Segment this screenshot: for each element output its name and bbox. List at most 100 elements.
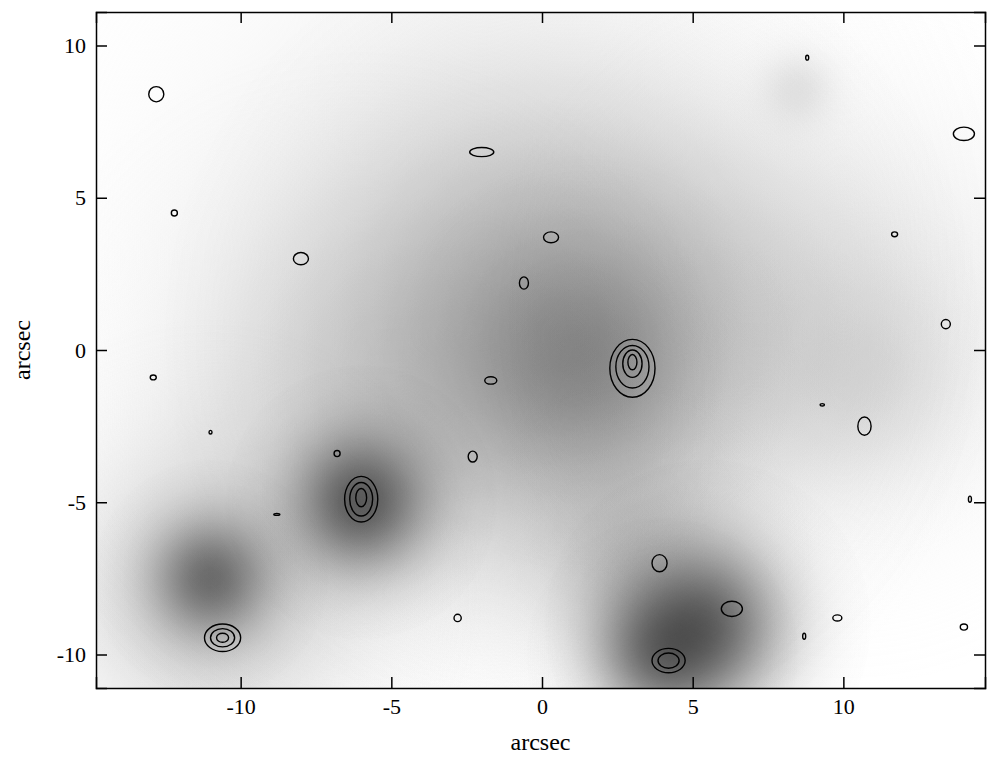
tick-label: 0 — [75, 338, 86, 363]
axis-line — [974, 13, 986, 689]
emission-blob — [96, 460, 328, 688]
contour — [470, 148, 494, 157]
contour — [628, 355, 637, 370]
tick-mark — [542, 677, 544, 688]
tick: -5 — [68, 490, 107, 515]
y-axis: -10 -5 0 5 10 — [57, 13, 107, 689]
y-axis-right — [974, 13, 986, 689]
tick — [974, 45, 985, 46]
contour — [623, 350, 642, 377]
tick-mark — [692, 12, 694, 23]
contour — [806, 55, 809, 60]
tick-mark — [391, 677, 393, 688]
emission-blob — [726, 15, 871, 161]
tick-mark — [96, 502, 107, 504]
tick-mark — [542, 12, 544, 23]
axis-line — [97, 13, 108, 689]
tick-label: 10 — [64, 33, 86, 58]
contour — [960, 624, 967, 630]
tick — [391, 12, 392, 23]
tick: 10 — [833, 677, 855, 719]
tick: -10 — [226, 677, 255, 719]
x-axis: -10 -5 0 5 10 — [97, 677, 986, 719]
tick: 5 — [75, 185, 107, 210]
contour — [204, 624, 240, 651]
contour — [356, 489, 367, 507]
x-axis-top — [97, 12, 986, 23]
tick — [542, 12, 543, 23]
tick-label: -5 — [68, 490, 86, 515]
contour — [485, 377, 497, 384]
contour — [171, 210, 177, 216]
tick-mark — [974, 350, 985, 352]
tick-mark — [96, 197, 107, 199]
contour — [721, 601, 742, 616]
contour — [350, 482, 373, 515]
tick: 0 — [537, 677, 548, 719]
tick — [241, 12, 242, 23]
contour — [652, 648, 685, 672]
tick-mark — [96, 350, 107, 352]
tick-label: 5 — [75, 185, 86, 210]
tick-label: -10 — [226, 694, 255, 719]
contour — [544, 232, 559, 243]
contour — [833, 615, 842, 621]
contour — [968, 496, 971, 502]
tick — [843, 12, 844, 23]
contours — [149, 55, 975, 673]
tick-mark — [96, 45, 107, 47]
tick-mark — [974, 654, 985, 656]
tick-mark — [240, 12, 242, 23]
emission-blob — [527, 517, 798, 688]
tick-label: 0 — [537, 694, 548, 719]
tick-mark — [843, 677, 845, 688]
tick: 10 — [64, 33, 107, 58]
contour — [820, 404, 824, 406]
tick — [974, 350, 985, 351]
tick-label: 10 — [833, 694, 855, 719]
tick: -10 — [57, 642, 107, 667]
contour — [209, 430, 212, 434]
contour — [858, 417, 871, 435]
contour — [217, 633, 229, 642]
axis-line — [97, 13, 986, 24]
contour — [892, 232, 898, 237]
tick-mark — [240, 677, 242, 688]
tick-mark — [974, 197, 985, 199]
tick: 5 — [688, 677, 699, 719]
tick-mark — [974, 45, 985, 47]
contour — [274, 514, 280, 516]
contour — [293, 253, 308, 265]
tick-label: -5 — [383, 694, 401, 719]
contour — [941, 320, 950, 329]
y-axis-title: arcsec — [9, 320, 35, 380]
contour — [803, 633, 806, 639]
contour — [652, 555, 667, 572]
contour — [610, 339, 655, 397]
contour — [519, 277, 528, 289]
contour — [345, 476, 378, 522]
tick-mark — [843, 12, 845, 23]
chart: -10 -5 0 5 10 -10 -5 0 5 10 arcsec arcsec — [0, 0, 995, 761]
x-axis-title: arcsec — [511, 729, 571, 755]
tick — [974, 198, 985, 199]
contour — [468, 451, 477, 462]
contour — [953, 127, 974, 140]
tick-mark — [96, 654, 107, 656]
tick-mark — [692, 677, 694, 688]
emission-blob — [96, 320, 482, 688]
tick — [693, 12, 694, 23]
plot-area — [96, 12, 985, 688]
contour — [149, 87, 164, 102]
tick — [974, 655, 985, 656]
contour — [616, 345, 649, 388]
tick: 0 — [75, 338, 107, 363]
axis-line — [97, 677, 986, 689]
tick-label: -10 — [57, 642, 86, 667]
tick — [974, 502, 985, 503]
contour — [150, 375, 156, 380]
emission — [96, 12, 985, 688]
contour — [658, 653, 679, 668]
tick-mark — [391, 12, 393, 23]
contour — [211, 629, 235, 647]
